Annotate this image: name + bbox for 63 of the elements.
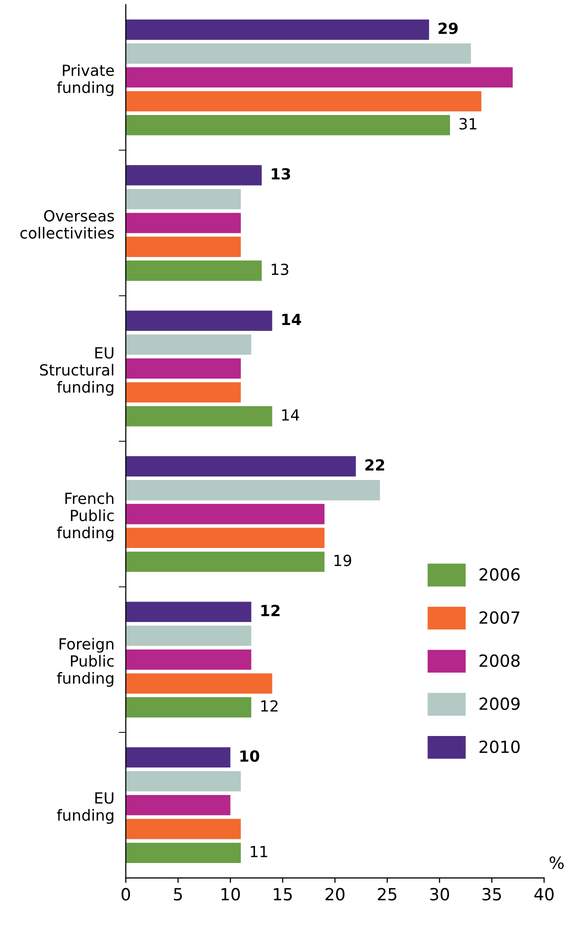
bar: [126, 67, 513, 88]
bar: [126, 794, 230, 816]
bar: [126, 673, 272, 694]
bar: [126, 260, 262, 281]
data-label: 12: [261, 700, 278, 712]
data-label: 31: [459, 118, 476, 130]
bar: [126, 842, 241, 864]
data-label: 29: [438, 22, 458, 34]
bar: [126, 334, 252, 355]
bar: [126, 310, 272, 331]
bar: [126, 771, 241, 792]
bar: [126, 649, 252, 670]
y-tick-label: EU Structural funding: [40, 347, 114, 396]
data-label: 10: [240, 750, 260, 762]
x-tick-label: 40: [534, 888, 554, 901]
y-tick-label: French Public funding: [56, 492, 114, 542]
x-tick-label: 30: [430, 888, 450, 901]
bar: [126, 406, 272, 426]
x-tick-label: 20: [326, 888, 344, 901]
bar: [126, 697, 252, 718]
bar: [126, 504, 324, 524]
x-tick-label: 5: [174, 888, 182, 901]
bar: [126, 456, 356, 476]
bar: [126, 382, 241, 403]
bar: [126, 602, 252, 622]
legend-label: 2007: [480, 611, 520, 624]
y-tick-label: Overseas collectivities: [20, 210, 114, 239]
legend-label: 2008: [480, 654, 520, 667]
bar: [126, 115, 450, 136]
x-tick-label: 35: [482, 888, 501, 901]
data-label: 14: [282, 314, 302, 325]
data-label: 14: [282, 409, 300, 420]
bar: [126, 236, 241, 257]
bar: [126, 212, 241, 234]
y-tick-label: Foreign Public funding: [56, 638, 114, 687]
data-label: 22: [365, 459, 384, 471]
data-label: 13: [272, 168, 290, 180]
bar: [126, 20, 430, 40]
data-label: 11: [250, 846, 268, 858]
legend-label: 2006: [480, 568, 520, 581]
x-axis-title: %: [550, 856, 564, 869]
legend-label: 2009: [480, 697, 520, 710]
bar: [126, 747, 230, 768]
bar: [126, 552, 324, 572]
bar: [126, 480, 380, 500]
bar: [126, 91, 482, 112]
data-label: 13: [272, 264, 288, 276]
bar: [126, 626, 252, 646]
y-tick-label: Private funding: [56, 64, 114, 96]
y-tick-label: EU funding: [56, 792, 114, 824]
legend-label: 2010: [480, 740, 520, 754]
x-tick-label: 25: [378, 888, 396, 901]
bar: [126, 528, 324, 548]
data-label: 12: [261, 604, 280, 616]
x-tick-label: 0: [122, 888, 130, 901]
x-tick-label: 10: [222, 888, 240, 901]
bar: [126, 165, 262, 186]
data-label: 19: [334, 554, 352, 566]
bar: [126, 818, 241, 840]
bar: [126, 358, 241, 379]
bar: [126, 188, 241, 210]
bar: [126, 43, 471, 64]
x-tick-label: 15: [274, 888, 292, 901]
